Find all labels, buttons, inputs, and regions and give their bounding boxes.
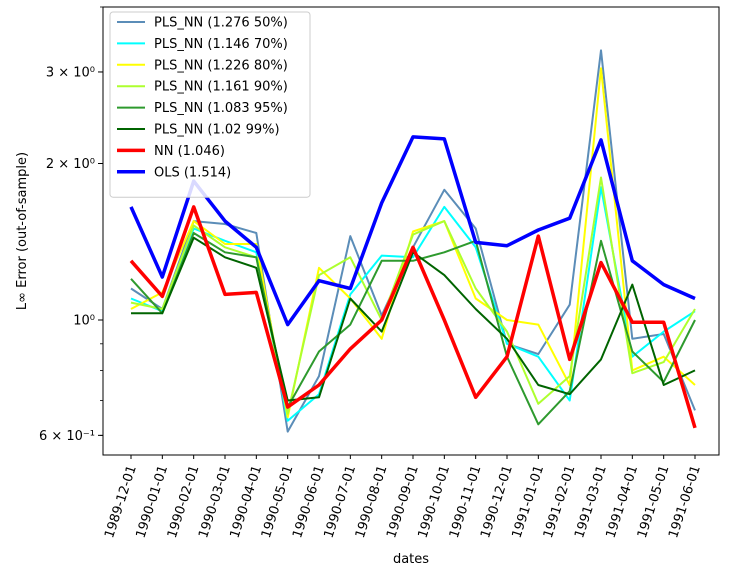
x-tick-label: 1991-03-01 xyxy=(572,464,610,540)
x-tick-label: 1991-01-01 xyxy=(510,464,548,540)
y-axis-ticks: 6 × 10⁻¹ 10⁰ 2 × 10⁰ 3 × 10⁰ xyxy=(39,6,103,444)
x-tick-label: 1990-08-01 xyxy=(353,464,391,540)
legend-label: OLS (1.514) xyxy=(154,165,231,180)
x-tick-label: 1990-07-01 xyxy=(322,464,360,540)
legend-box xyxy=(109,11,311,198)
x-tick-label: 1991-05-01 xyxy=(635,464,673,540)
x-tick-label: 1991-06-01 xyxy=(666,464,704,540)
x-axis-label: dates xyxy=(393,552,429,567)
series-line-7 xyxy=(129,135,696,327)
x-tick-label: 1991-02-01 xyxy=(541,464,579,540)
series-line-6 xyxy=(129,205,697,429)
legend-label: PLS_NN (1.226 80%) xyxy=(154,58,288,73)
series-line-1 xyxy=(130,186,696,422)
legend-label: PLS_NN (1.083 95%) xyxy=(154,101,288,116)
x-tick-label: 1990-01-01 xyxy=(134,464,172,540)
series-line-4 xyxy=(130,232,696,426)
legend-label: PLS_NN (1.02 99%) xyxy=(154,123,280,138)
legend-label: PLS_NN (1.276 50%) xyxy=(154,16,288,31)
y-tick-label: 10⁰ xyxy=(73,314,95,329)
y-tick-label: 3 × 10⁰ xyxy=(46,65,95,80)
x-tick-label: 1990-05-01 xyxy=(259,464,297,540)
x-tick-label: 1990-10-01 xyxy=(416,464,454,540)
x-tick-label: 1990-11-01 xyxy=(447,464,485,540)
y-tick-label: 2 × 10⁰ xyxy=(46,157,95,172)
legend-label: PLS_NN (1.146 70%) xyxy=(154,37,288,52)
x-tick-label: 1989-12-01 xyxy=(102,464,140,540)
x-tick-label: 1990-06-01 xyxy=(290,464,328,540)
x-tick-label: 1990-03-01 xyxy=(196,464,234,540)
x-tick-label: 1990-09-01 xyxy=(384,464,422,540)
x-tick-label: 1990-12-01 xyxy=(478,464,516,540)
y-axis-label: L∞ Error (out-of-sample) xyxy=(15,152,30,310)
series-line-2 xyxy=(130,67,696,419)
series-lines xyxy=(129,49,697,433)
series-line-5 xyxy=(131,236,696,402)
x-tick-label: 1990-02-01 xyxy=(165,464,203,540)
plot-frame xyxy=(102,6,720,456)
legend: PLS_NN (1.276 50%) PLS_NN (1.146 70%) PLS_… xyxy=(109,11,311,198)
x-axis-ticks: 1989-12-011990-01-011990-02-011990-03-01… xyxy=(102,455,704,540)
x-tick-label: 1991-04-01 xyxy=(604,464,642,540)
legend-label: PLS_NN (1.161 90%) xyxy=(154,80,288,95)
legend-label: NN (1.046) xyxy=(154,144,225,159)
x-tick-label: 1990-04-01 xyxy=(228,464,266,540)
y-tick-label: 6 × 10⁻¹ xyxy=(39,429,95,444)
series-line-3 xyxy=(130,176,696,415)
